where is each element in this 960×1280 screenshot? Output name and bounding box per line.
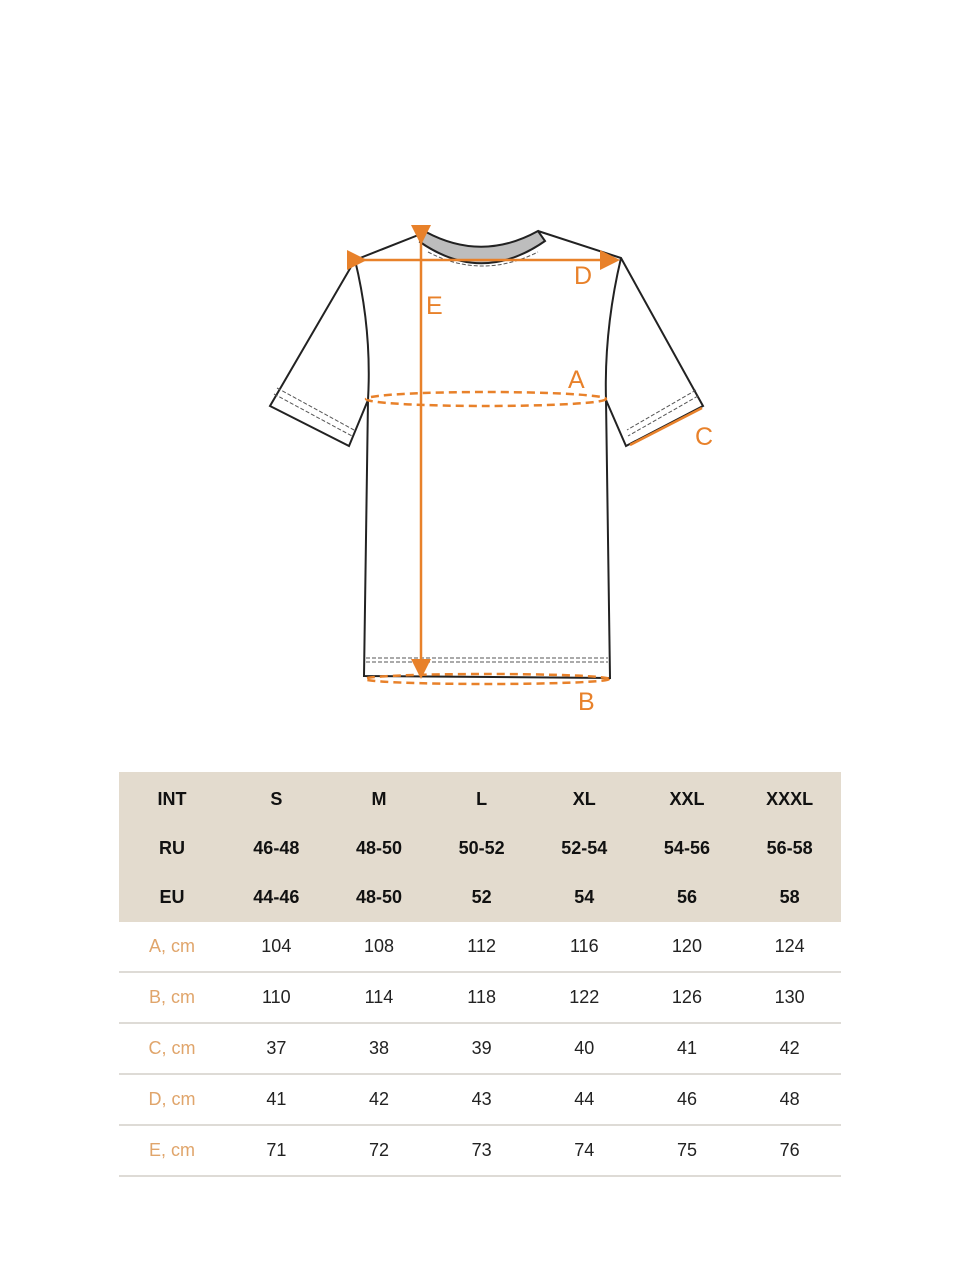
measure-c-line <box>629 406 703 447</box>
measurement-lines <box>347 225 703 686</box>
row-label: D, cm <box>119 1074 225 1126</box>
row-label: A, cm <box>119 922 225 973</box>
measurement-row: D, cm 41 42 43 44 46 48 <box>119 1074 841 1126</box>
table-cell: 130 <box>738 972 841 1024</box>
table-cell: 116 <box>532 922 636 973</box>
table-cell: 56 <box>635 873 739 922</box>
table-cell: 71 <box>225 1125 328 1177</box>
table-cell: 74 <box>532 1125 636 1177</box>
table-cell: 46-48 <box>225 824 328 873</box>
stitching <box>273 251 699 663</box>
table-cell: 40 <box>532 1023 636 1075</box>
row-label: RU <box>119 824 225 873</box>
table-cell: 122 <box>532 972 636 1024</box>
table-cell: 52 <box>430 873 533 922</box>
size-header-row: RU 46-48 48-50 50-52 52-54 54-56 56-58 <box>119 824 841 873</box>
table-cell: 48-50 <box>327 873 431 922</box>
table-cell: 48 <box>738 1074 841 1126</box>
tshirt-outline <box>268 229 705 680</box>
table-cell: 112 <box>430 922 533 973</box>
measure-b-ellipse <box>363 672 611 686</box>
table-cell: 126 <box>635 972 739 1024</box>
table-cell: 108 <box>327 922 431 973</box>
measurement-row: C, cm 37 38 39 40 41 42 <box>119 1023 841 1075</box>
label-a: A <box>568 366 585 394</box>
table-cell: 54 <box>532 873 636 922</box>
table-cell: 72 <box>327 1125 431 1177</box>
label-e: E <box>426 292 443 320</box>
table-cell: 38 <box>327 1023 431 1075</box>
row-label: E, cm <box>119 1125 225 1177</box>
table-cell: 52-54 <box>532 824 636 873</box>
table-cell: 58 <box>738 873 841 922</box>
table-cell: M <box>327 772 431 824</box>
size-table: INT S M L XL XXL XXXL RU 46-48 48-50 50-52 52-54 54-… <box>119 772 841 1177</box>
table-cell: 41 <box>225 1074 328 1126</box>
table-cell: 42 <box>738 1023 841 1075</box>
size-header-row: EU 44-46 48-50 52 54 56 58 <box>119 873 841 922</box>
measurement-row: B, cm 110 114 118 122 126 130 <box>119 972 841 1024</box>
table-cell: L <box>430 772 533 824</box>
size-header-row: INT S M L XL XXL XXXL <box>119 772 841 824</box>
label-b: B <box>578 688 595 716</box>
table-cell: 48-50 <box>327 824 431 873</box>
table-cell: 44-46 <box>225 873 328 922</box>
row-label: C, cm <box>119 1023 225 1075</box>
row-label: EU <box>119 873 225 922</box>
table-cell: S <box>225 772 328 824</box>
row-label: B, cm <box>119 972 225 1024</box>
table-cell: 46 <box>635 1074 739 1126</box>
table-cell: XXXL <box>738 772 841 824</box>
measure-a-ellipse <box>364 390 608 408</box>
table-cell: 76 <box>738 1125 841 1177</box>
table-cell: 120 <box>635 922 739 973</box>
table-cell: 37 <box>225 1023 328 1075</box>
table-cell: 118 <box>430 972 533 1024</box>
table-cell: 44 <box>532 1074 636 1126</box>
table-cell: 124 <box>738 922 841 973</box>
table-cell: 39 <box>430 1023 533 1075</box>
table-cell: XL <box>532 772 636 824</box>
table-cell: 42 <box>327 1074 431 1126</box>
label-c: C <box>695 423 713 451</box>
table-cell: 41 <box>635 1023 739 1075</box>
table-cell: 110 <box>225 972 328 1024</box>
table-cell: XXL <box>635 772 739 824</box>
table-cell: 56-58 <box>738 824 841 873</box>
tshirt-measurement-diagram: D E A C B <box>268 225 713 716</box>
table-cell: 73 <box>430 1125 533 1177</box>
table-cell: 75 <box>635 1125 739 1177</box>
row-label: INT <box>119 772 225 824</box>
label-d: D <box>574 262 592 290</box>
table-cell: 114 <box>327 972 431 1024</box>
table-cell: 50-52 <box>430 824 533 873</box>
table-cell: 43 <box>430 1074 533 1126</box>
table-cell: 104 <box>225 922 328 973</box>
table-cell: 54-56 <box>635 824 739 873</box>
measurement-row: E, cm 71 72 73 74 75 76 <box>119 1125 841 1177</box>
measurement-row: A, cm 104 108 112 116 120 124 <box>119 922 841 973</box>
